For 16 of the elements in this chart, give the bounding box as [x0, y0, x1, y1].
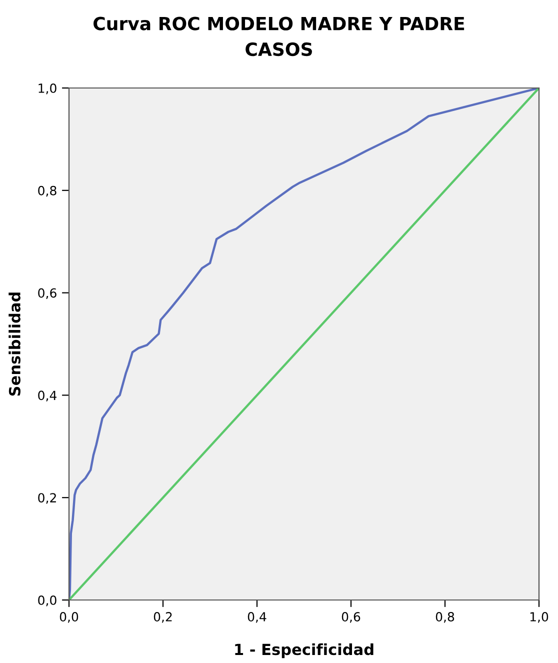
y-tick-label: 0,6 [38, 288, 56, 299]
y-tick-label: 0,2 [38, 493, 56, 504]
x-axis-title: 1 - Especificidad [235, 643, 374, 658]
x-tick-label: 0,0 [60, 612, 78, 623]
y-tick-label: 0,8 [38, 186, 56, 197]
y-tick-label: 0,4 [38, 390, 56, 402]
y-axis-title: Sensibilidad [8, 292, 20, 396]
y-tick-label: 0,0 [38, 595, 56, 606]
x-tick-label: 1,0 [530, 612, 548, 623]
y-tick-label: 1,0 [38, 83, 56, 94]
x-tick-label: 0,2 [154, 612, 172, 623]
x-tick-label: 0,8 [436, 612, 454, 623]
chart-title: Curva ROC MODELO MADRE Y PADRE CASOS [94, 16, 464, 56]
x-tick-label: 0,6 [342, 612, 360, 623]
x-tick-label: 0,4 [248, 612, 266, 623]
line-series [69, 88, 539, 600]
